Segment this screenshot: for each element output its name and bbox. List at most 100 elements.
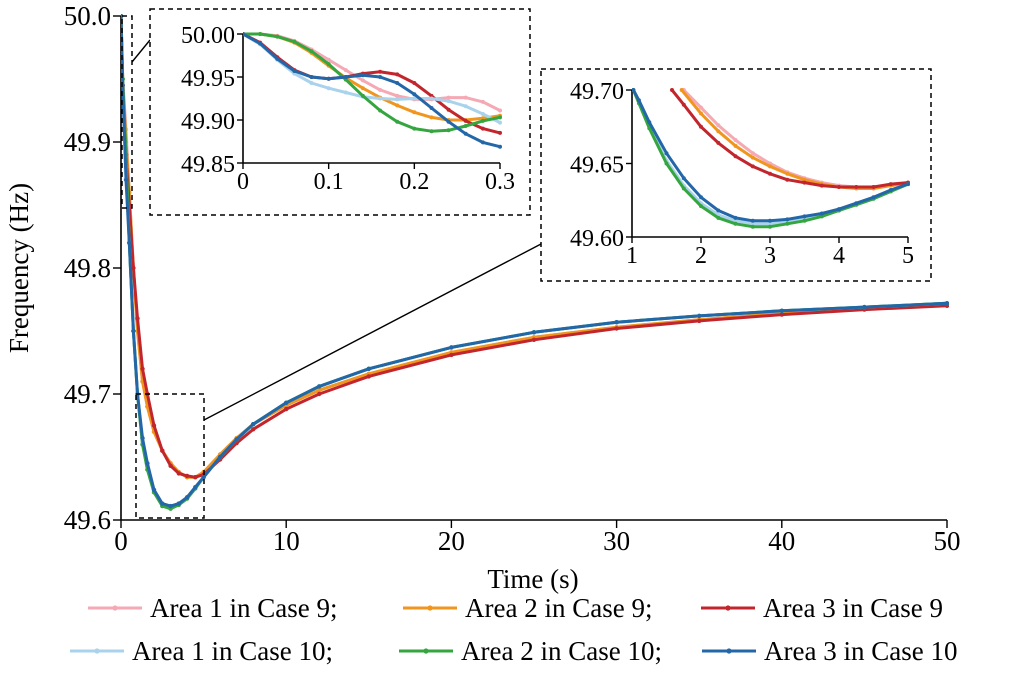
inset1-point-area-3-in-case-9 [463, 118, 468, 123]
inset1-point-area-1-in-case-10 [309, 81, 314, 85]
zoom-box-2 [135, 393, 205, 519]
inset2-point-area-2-in-case-10 [699, 204, 703, 209]
inset2-point-area-3-in-case-9 [819, 183, 824, 188]
inset2-point-area-1-in-case-9 [750, 151, 755, 156]
inset2-point-area-2-in-case-9 [733, 143, 738, 148]
inset1-point-area-1-in-case-9 [480, 99, 485, 104]
inset-zoom-minimum: 49.60 49.65 49.70 1 2 3 4 5 [540, 68, 932, 282]
inset1-point-area-2-in-case-10 [360, 93, 365, 98]
inset1-series-group [243, 32, 502, 149]
inset2-frame [540, 68, 932, 282]
main-point-area-3-in-case-10 [145, 461, 150, 466]
main-point-area-3-in-case-10 [317, 384, 322, 389]
inset2-point-area-3-in-case-10 [837, 207, 841, 212]
inset1-frame [149, 8, 531, 216]
inset2-point-area-3-in-case-10 [785, 217, 790, 222]
inset2-series-group [632, 88, 910, 229]
legend-marker [112, 605, 118, 611]
main-point-area-3-in-case-9 [193, 475, 198, 480]
main-point-area-3-in-case-10 [193, 485, 198, 490]
inset1-y-tick-label: 50.00 [181, 23, 235, 49]
inset1-point-area-1-in-case-9 [326, 57, 331, 62]
inset2-point-area-3-in-case-10 [733, 215, 738, 220]
inset1-point-area-2-in-case-10 [429, 129, 434, 134]
inset1-point-area-1-in-case-10 [446, 99, 451, 104]
inset1-point-area-3-in-case-10 [463, 131, 468, 136]
main-point-area-3-in-case-10 [140, 435, 145, 441]
main-x-tick-label: 40 [768, 526, 795, 556]
inset1-point-area-1-in-case-10 [480, 112, 485, 116]
inset2-y-tick-label: 49.70 [570, 79, 624, 105]
inset1-point-area-1-in-case-10 [378, 96, 383, 101]
inset2-point-area-3-in-case-9 [802, 180, 807, 185]
inset2-point-area-3-in-case-9 [699, 124, 703, 129]
inset2-point-area-1-in-case-9 [699, 105, 703, 110]
zoom-box-1 [121, 15, 133, 209]
inset1-point-area-1-in-case-9 [360, 78, 365, 83]
inset2-point-area-2-in-case-10 [733, 221, 738, 226]
main-point-area-3-in-case-10 [127, 240, 132, 245]
inset2-point-area-3-in-case-9 [670, 88, 674, 92]
inset2-point-area-1-in-case-9 [716, 123, 721, 128]
inset2-point-area-2-in-case-9 [699, 111, 703, 116]
inset2-point-area-2-in-case-10 [750, 224, 755, 229]
inset1-point-area-1-in-case-9 [498, 108, 502, 113]
inset2-point-area-2-in-case-10 [768, 224, 772, 229]
main-point-area-3-in-case-10 [217, 454, 223, 460]
inset2-x-tick-label: 3 [764, 243, 776, 269]
inset2-point-area-3-in-case-10 [750, 218, 755, 223]
main-y-tick-label: 49.9 [64, 127, 111, 157]
inset2-point-area-2-in-case-10 [664, 161, 669, 166]
legend-marker [94, 648, 100, 654]
inset1-point-area-3-in-case-10 [326, 76, 331, 81]
main-line-area-3-in-case-10 [121, 15, 948, 508]
inset2-y-tick-label: 49.65 [570, 153, 624, 179]
y-axis-title: Frequency (Hz) [4, 183, 34, 353]
inset2-point-area-3-in-case-10 [819, 211, 824, 216]
inset2-point-area-3-in-case-10 [647, 120, 652, 125]
main-point-area-3-in-case-9 [697, 318, 702, 324]
inset1-point-area-3-in-case-10 [395, 81, 400, 85]
inset2-point-area-3-in-case-10 [699, 195, 703, 200]
inset2-line-area-3-in-case-10 [632, 89, 909, 223]
main-point-area-3-in-case-9 [366, 374, 371, 379]
main-point-area-3-in-case-10 [779, 308, 784, 313]
zoom-guides [121, 15, 542, 519]
inset1-y-tick-label: 49.90 [181, 109, 235, 135]
legend-label: Area 1 in Case 10; [132, 636, 333, 666]
main-point-area-3-in-case-10 [184, 495, 190, 500]
main-point-area-3-in-case-10 [176, 501, 181, 506]
inset2-y-tick-label: 49.60 [570, 226, 624, 252]
inset2-point-area-3-in-case-10 [888, 188, 893, 192]
inset1-point-area-3-in-case-10 [378, 75, 383, 79]
legend-item-area-3-in-case-10: Area 3 in Case 10 [702, 636, 957, 666]
inset1-point-area-1-in-case-9 [446, 95, 451, 100]
main-point-area-3-in-case-10 [123, 177, 129, 182]
inset1-point-area-1-in-case-10 [395, 97, 400, 102]
inset2-point-area-3-in-case-10 [802, 214, 807, 219]
main-point-area-3-in-case-10 [234, 437, 239, 442]
inset2-point-area-3-in-case-10 [871, 195, 876, 200]
inset2-point-area-2-in-case-9 [768, 164, 772, 169]
inset1-point-area-2-in-case-10 [326, 62, 331, 67]
inset2-point-area-2-in-case-10 [681, 186, 686, 191]
legend-label: Area 1 in Case 9; [150, 593, 337, 623]
inset1-point-area-3-in-case-10 [498, 144, 502, 149]
inset1-point-area-3-in-case-10 [258, 41, 263, 46]
inset1-point-area-2-in-case-10 [446, 128, 451, 133]
inset1-point-area-3-in-case-10 [292, 69, 297, 73]
inset2-point-area-3-in-case-9 [716, 140, 721, 145]
inset1-point-area-2-in-case-9 [360, 86, 365, 91]
main-point-area-3-in-case-10 [531, 330, 537, 335]
inset2-point-area-3-in-case-9 [871, 185, 876, 189]
legend-marker [726, 648, 732, 654]
main-point-area-3-in-case-9 [284, 406, 289, 412]
inset1-point-area-2-in-case-10 [292, 39, 297, 44]
inset1-point-area-3-in-case-9 [378, 69, 383, 74]
inset2-point-area-1-in-case-10 [768, 221, 772, 226]
main-point-area-3-in-case-10 [366, 366, 371, 371]
main-series-group [121, 14, 949, 511]
inset1-point-area-1-in-case-10 [429, 96, 434, 101]
inset1-point-area-1-in-case-10 [498, 120, 502, 125]
